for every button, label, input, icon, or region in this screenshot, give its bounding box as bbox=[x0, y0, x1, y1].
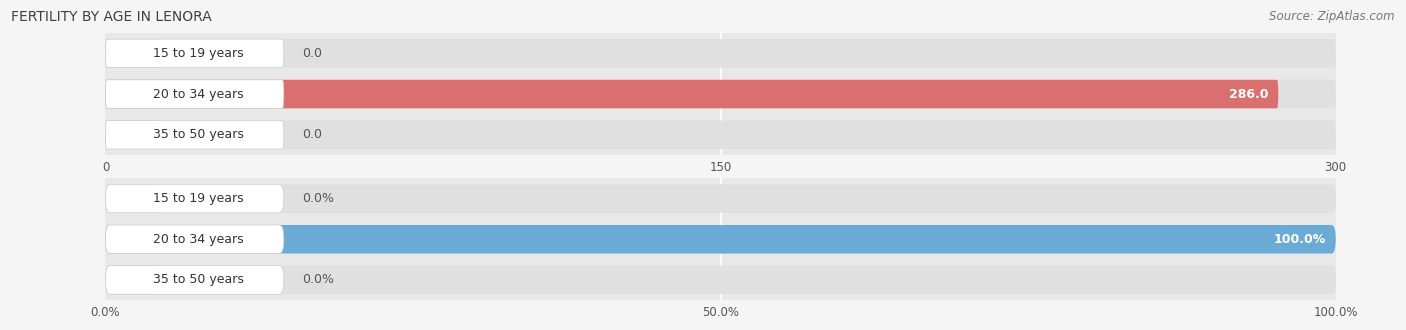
FancyBboxPatch shape bbox=[105, 39, 160, 68]
FancyBboxPatch shape bbox=[105, 80, 1336, 108]
FancyBboxPatch shape bbox=[105, 184, 1336, 213]
FancyBboxPatch shape bbox=[105, 120, 284, 149]
FancyBboxPatch shape bbox=[105, 120, 160, 149]
FancyBboxPatch shape bbox=[105, 39, 1336, 68]
Text: 0.0: 0.0 bbox=[302, 128, 322, 141]
Text: 20 to 34 years: 20 to 34 years bbox=[153, 87, 243, 101]
Text: 35 to 50 years: 35 to 50 years bbox=[153, 128, 243, 141]
FancyBboxPatch shape bbox=[105, 266, 160, 294]
FancyBboxPatch shape bbox=[105, 184, 284, 213]
FancyBboxPatch shape bbox=[105, 225, 284, 253]
Text: 0.0%: 0.0% bbox=[302, 192, 335, 205]
Text: FERTILITY BY AGE IN LENORA: FERTILITY BY AGE IN LENORA bbox=[11, 10, 212, 24]
FancyBboxPatch shape bbox=[105, 80, 1278, 108]
FancyBboxPatch shape bbox=[105, 80, 284, 108]
FancyBboxPatch shape bbox=[105, 120, 1336, 149]
FancyBboxPatch shape bbox=[105, 39, 284, 68]
FancyBboxPatch shape bbox=[105, 225, 1336, 253]
FancyBboxPatch shape bbox=[105, 225, 1336, 253]
Text: 20 to 34 years: 20 to 34 years bbox=[153, 233, 243, 246]
Text: 15 to 19 years: 15 to 19 years bbox=[153, 47, 243, 60]
Text: 286.0: 286.0 bbox=[1229, 87, 1268, 101]
FancyBboxPatch shape bbox=[105, 184, 160, 213]
Text: 100.0%: 100.0% bbox=[1274, 233, 1326, 246]
Text: 0.0%: 0.0% bbox=[302, 274, 335, 286]
Text: 35 to 50 years: 35 to 50 years bbox=[153, 274, 243, 286]
FancyBboxPatch shape bbox=[105, 266, 1336, 294]
Text: Source: ZipAtlas.com: Source: ZipAtlas.com bbox=[1270, 10, 1395, 23]
Text: 15 to 19 years: 15 to 19 years bbox=[153, 192, 243, 205]
Text: 0.0: 0.0 bbox=[302, 47, 322, 60]
FancyBboxPatch shape bbox=[105, 266, 284, 294]
